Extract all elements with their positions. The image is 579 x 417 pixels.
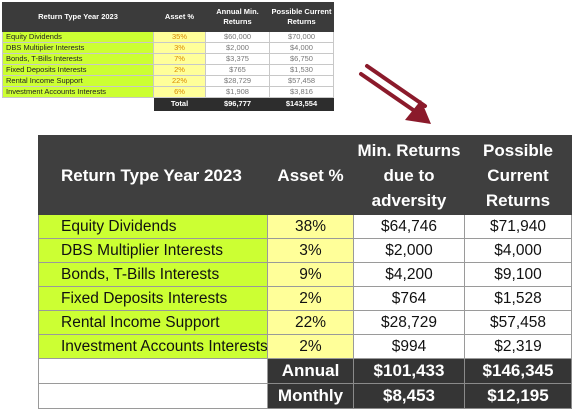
row-asset: 2% (267, 334, 354, 359)
row-current: $70,000 (269, 31, 334, 43)
row-asset: 35% (153, 31, 206, 43)
row-type: Equity Dividends (38, 214, 268, 239)
large-header-row: Return Type Year 2023 Asset % Min. Retur… (38, 135, 572, 215)
row-current: $1,528 (464, 286, 572, 311)
row-type: Fixed Deposits Interests (2, 64, 154, 76)
row-asset: 38% (267, 214, 354, 239)
row-type: Bonds, T-Bills Interests (2, 53, 154, 65)
blank-cell (38, 383, 268, 409)
total-min: $96,777 (205, 97, 270, 111)
row-current: $57,458 (464, 310, 572, 335)
table-row: Equity Dividends 35% $60,000 $70,000 (2, 31, 334, 43)
table-row: Bonds, T-Bills Interests 7% $3,375 $6,75… (2, 53, 334, 65)
row-type: Rental Income Support (2, 75, 154, 87)
row-min: $4,200 (353, 262, 465, 287)
blank-cell (38, 358, 268, 384)
table-row: Fixed Deposits Interests 2% $765 $1,530 (2, 64, 334, 76)
row-current: $57,458 (269, 75, 334, 87)
row-min: $60,000 (205, 31, 270, 43)
row-type: Equity Dividends (2, 31, 154, 43)
row-min: $64,746 (353, 214, 465, 239)
monthly-min: $8,453 (353, 383, 465, 409)
annual-row: Annual $101,433 $146,345 (38, 358, 572, 384)
large-header-current: Possible Current Returns (464, 135, 572, 215)
row-type: Investment Accounts Interests (38, 334, 268, 359)
row-min: $28,729 (353, 310, 465, 335)
row-asset: 22% (153, 75, 206, 87)
table-row: Equity Dividends 38% $64,746 $71,940 (38, 214, 572, 239)
arrow-down-right-icon (359, 64, 431, 124)
row-asset: 3% (267, 238, 354, 263)
row-asset: 2% (267, 286, 354, 311)
row-current: $4,000 (464, 238, 572, 263)
row-type: DBS Multiplier Interests (2, 42, 154, 54)
small-header-asset: Asset % (153, 2, 206, 32)
monthly-current: $12,195 (464, 383, 572, 409)
row-min: $1,908 (205, 86, 270, 98)
table-row: Investment Accounts Interests 2% $994 $2… (38, 334, 572, 359)
row-current: $1,530 (269, 64, 334, 76)
row-type: DBS Multiplier Interests (38, 238, 268, 263)
small-header-type: Return Type Year 2023 (2, 2, 154, 32)
row-min: $994 (353, 334, 465, 359)
row-min: $3,375 (205, 53, 270, 65)
small-total-row: Total $96,777 $143,554 (2, 97, 334, 111)
row-current: $2,319 (464, 334, 572, 359)
row-type: Bonds, T-Bills Interests (38, 262, 268, 287)
row-current: $9,100 (464, 262, 572, 287)
row-min: $28,729 (205, 75, 270, 87)
row-min: $764 (353, 286, 465, 311)
row-type: Investment Accounts Interests (2, 86, 154, 98)
row-asset: 22% (267, 310, 354, 335)
annual-min: $101,433 (353, 358, 465, 384)
row-asset: 9% (267, 262, 354, 287)
row-current: $71,940 (464, 214, 572, 239)
large-header-type: Return Type Year 2023 (38, 135, 268, 215)
table-row: DBS Multiplier Interests 3% $2,000 $4,00… (2, 42, 334, 54)
small-header-min: Annual Min. Returns (205, 2, 270, 32)
row-min: $765 (205, 64, 270, 76)
row-current: $4,000 (269, 42, 334, 54)
large-header-min: Min. Returns due to adversity (353, 135, 465, 215)
large-header-asset: Asset % (267, 135, 354, 215)
small-returns-table: Return Type Year 2023 Asset % Annual Min… (2, 2, 334, 111)
row-asset: 3% (153, 42, 206, 54)
monthly-label: Monthly (267, 383, 354, 409)
table-row: Bonds, T-Bills Interests 9% $4,200 $9,10… (38, 262, 572, 287)
row-type: Rental Income Support (38, 310, 268, 335)
row-min: $2,000 (353, 238, 465, 263)
row-asset: 6% (153, 86, 206, 98)
table-row: Rental Income Support 22% $28,729 $57,45… (38, 310, 572, 335)
table-row: Investment Accounts Interests 6% $1,908 … (2, 86, 334, 98)
row-current: $6,750 (269, 53, 334, 65)
table-row: DBS Multiplier Interests 3% $2,000 $4,00… (38, 238, 572, 263)
annual-current: $146,345 (464, 358, 572, 384)
monthly-row: Monthly $8,453 $12,195 (38, 383, 572, 409)
large-returns-table: Return Type Year 2023 Asset % Min. Retur… (38, 135, 572, 409)
total-current: $143,554 (269, 97, 334, 111)
small-header-row: Return Type Year 2023 Asset % Annual Min… (2, 2, 334, 32)
row-type: Fixed Deposits Interests (38, 286, 268, 311)
row-min: $2,000 (205, 42, 270, 54)
annual-label: Annual (267, 358, 354, 384)
row-current: $3,816 (269, 86, 334, 98)
blank-cell (2, 97, 154, 111)
table-row: Rental Income Support 22% $28,729 $57,45… (2, 75, 334, 87)
small-header-current: Possible Current Returns (269, 2, 334, 32)
row-asset: 7% (153, 53, 206, 65)
table-row: Fixed Deposits Interests 2% $764 $1,528 (38, 286, 572, 311)
row-asset: 2% (153, 64, 206, 76)
total-label: Total (153, 97, 206, 111)
